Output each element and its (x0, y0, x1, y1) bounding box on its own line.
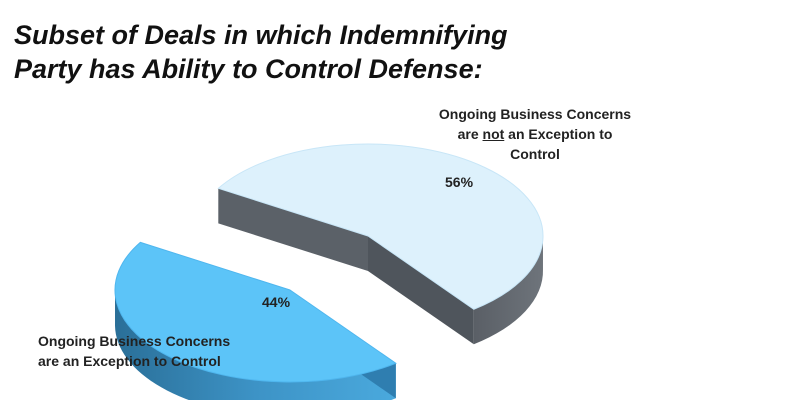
chart-title: Subset of Deals in which Indemnifying Pa… (14, 18, 574, 86)
pie-slice-exception (114, 241, 397, 383)
slice-label-line: are an Exception to Control (38, 353, 221, 369)
slice-label-not-exception: Ongoing Business Concerns are not an Exc… (400, 104, 670, 164)
slice-label-line: Control (510, 146, 560, 162)
slice-value-label: 44% (262, 294, 291, 310)
slice-label-underlined-word: not (482, 126, 505, 142)
slice-label-exception: Ongoing Business Concerns are an Excepti… (38, 331, 278, 371)
slice-value-label: 56% (445, 174, 474, 190)
slice-label-line: Ongoing Business Concerns (438, 106, 632, 122)
slice-wall (218, 188, 368, 271)
slice-label-text: an Exception to (504, 126, 613, 142)
slice-side (473, 234, 543, 345)
chart-title-line-1: Subset of Deals in which Indemnifying (14, 20, 508, 50)
slice-wall (368, 236, 474, 345)
slice-label-line: are not an Exception to (400, 124, 670, 144)
slice-side (115, 290, 396, 400)
slice-label-text: are (457, 126, 483, 142)
chart-title-line-2: Party has Ability to Control Defense: (14, 54, 483, 84)
slice-label-line: Ongoing Business Concerns (38, 333, 231, 349)
pie-slice-not-exception (217, 143, 544, 310)
